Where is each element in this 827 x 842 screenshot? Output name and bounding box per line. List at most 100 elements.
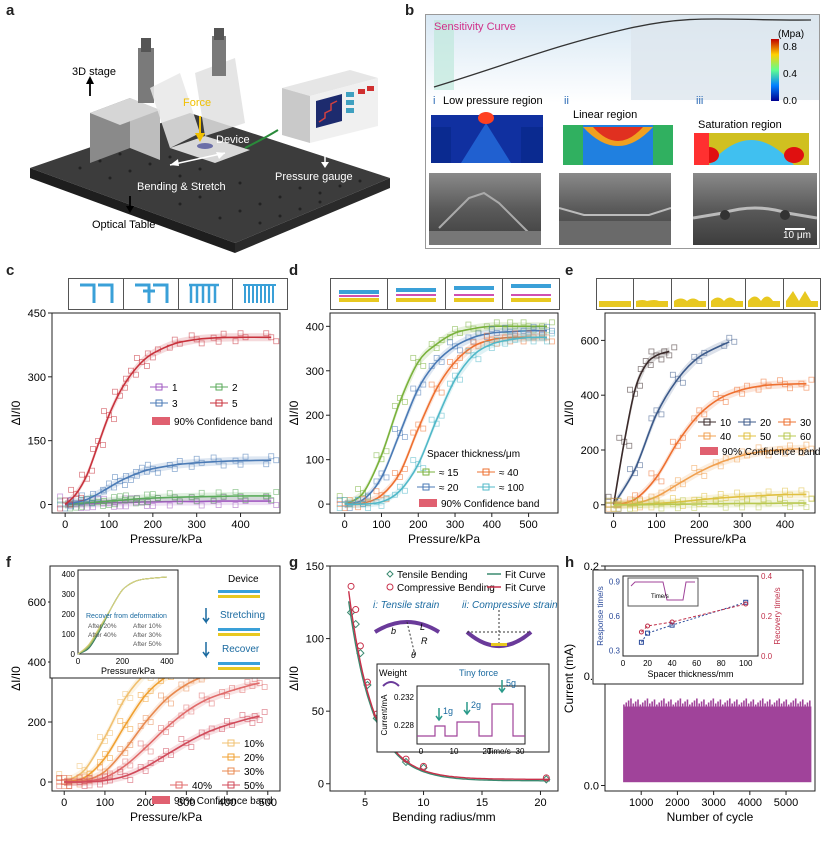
data-point (117, 478, 123, 484)
x-tick-label: 100 (372, 519, 390, 531)
electrode-icon-4 (243, 284, 277, 303)
data-point (79, 471, 85, 478)
x-tick-label: 300 (446, 519, 464, 531)
data-point (787, 504, 793, 511)
data-point (261, 684, 268, 690)
panel-letter-e: e (565, 262, 574, 279)
panel-b-frame: Sensitivity Curve (Mpa) 0.8 0.4 0.0 i Lo… (425, 14, 820, 249)
data-point (198, 502, 205, 509)
legend-label: 20 (760, 418, 772, 429)
colorbar (771, 39, 779, 101)
x-tick-label: 0 (62, 519, 68, 531)
inset-x-tick: 40 (668, 659, 677, 668)
cycle-peak (752, 699, 755, 707)
data-point (208, 700, 215, 707)
optical-table-side (30, 168, 235, 253)
svg-text:(Mpa): (Mpa) (778, 29, 804, 40)
legend-label: 2 (232, 383, 238, 394)
label-recover: Recover (222, 644, 260, 655)
y-tick-label: 200 (28, 717, 46, 729)
data-point (502, 324, 509, 331)
data-point (488, 345, 495, 352)
legend-label: 50% (244, 781, 264, 792)
label-R: R (421, 636, 428, 646)
x-axis-label: Number of cycle (667, 810, 754, 824)
cycle-peak (693, 700, 696, 707)
legend-marker (175, 781, 183, 789)
legend-marker (783, 418, 791, 426)
data-point (731, 338, 738, 345)
legend-marker (215, 399, 223, 407)
data-point (658, 478, 665, 485)
data-point (239, 712, 246, 718)
cycle-peak (719, 699, 722, 707)
legend-band-swatch (700, 447, 718, 455)
data-point (232, 489, 239, 495)
data-point (465, 321, 472, 328)
data-point (68, 486, 75, 493)
micro-icon-1 (599, 301, 632, 307)
data-point (712, 496, 719, 503)
cycle-peak (766, 701, 769, 707)
compressive-point (347, 582, 355, 590)
data-point (263, 461, 270, 468)
plot-frame (329, 565, 559, 792)
legend-marker (215, 383, 223, 391)
cycle-peak (689, 704, 691, 707)
cycle-peak (630, 698, 632, 707)
legend-fit-label-1: Fit Curve (505, 570, 546, 581)
panel-letter-f: f (6, 554, 11, 571)
radius-line (406, 621, 416, 656)
x-axis-label: Pressure/kPa (130, 532, 202, 546)
data-point (163, 748, 169, 754)
cycle-peak (681, 703, 684, 707)
cycle-peak (658, 702, 661, 707)
data-point (549, 319, 555, 326)
compressive-point (352, 606, 360, 614)
inset-curve-4 (77, 576, 167, 655)
x-tick-label: 400 (483, 519, 501, 531)
data-point (123, 503, 129, 510)
legend-marker (783, 432, 791, 440)
data-point (111, 416, 117, 423)
data-point (803, 441, 810, 448)
cycle-peak (641, 702, 644, 707)
cycle-peak (724, 702, 726, 707)
data-point (616, 434, 623, 441)
legend-label: 40% (192, 781, 212, 792)
data-point (90, 504, 96, 511)
series-line-2 (65, 459, 272, 506)
data-point (166, 490, 173, 497)
x-tick-label: 400 (231, 519, 249, 531)
cycle-peak (759, 700, 762, 707)
microstructure-icons (596, 278, 821, 310)
data-point (158, 692, 164, 699)
label-force: Force (183, 97, 211, 109)
device-layer-bottom (218, 595, 260, 598)
data-point (101, 408, 107, 415)
cycle-peak (700, 701, 703, 707)
cycle-peak (646, 698, 649, 707)
data-point (210, 497, 217, 504)
data-point (679, 379, 686, 386)
series-line-3 (64, 336, 272, 506)
legend-label: 50 (760, 432, 772, 443)
cycle-peak (764, 703, 766, 707)
legend-label: 20% (244, 753, 264, 764)
legend-marker (227, 767, 235, 775)
data-point (73, 490, 80, 497)
down-arrow-icon (202, 608, 210, 625)
data-point (428, 381, 435, 388)
data-point (457, 354, 463, 361)
legend-marker (703, 418, 711, 426)
recovery-point (638, 629, 644, 635)
data-point (696, 407, 703, 414)
legend-label: ≈ 20 (439, 483, 459, 494)
cycle-peak (625, 702, 628, 707)
data-point (220, 462, 227, 469)
confidence-band-1 (613, 337, 730, 509)
spacer-icon-2 (396, 288, 437, 302)
x-tick-label: 5 (362, 797, 368, 809)
data-point (147, 748, 154, 755)
legend-marker (743, 432, 751, 440)
